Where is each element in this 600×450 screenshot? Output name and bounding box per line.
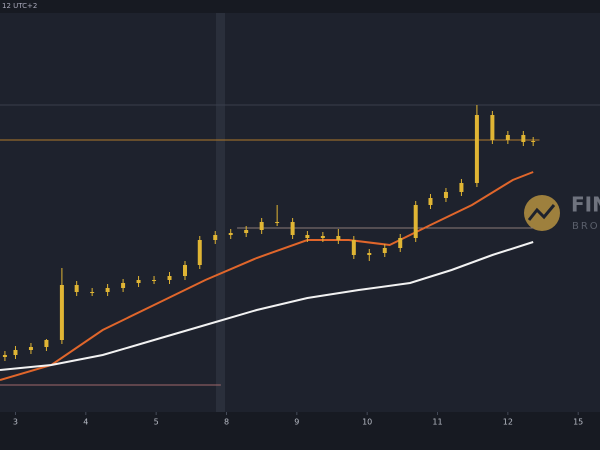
candle-body bbox=[59, 285, 64, 340]
candle-body bbox=[105, 288, 110, 292]
watermark-name: FIN bbox=[571, 193, 600, 217]
timezone: 12 UTC+2 bbox=[2, 2, 37, 10]
candle-body bbox=[121, 283, 126, 288]
candle-body bbox=[505, 135, 510, 140]
candle-body bbox=[13, 350, 18, 355]
candle-body bbox=[398, 238, 403, 248]
x-tick-label: 5 bbox=[154, 418, 159, 427]
candle-body bbox=[428, 198, 433, 205]
candle-body bbox=[197, 240, 202, 265]
candle-body bbox=[382, 248, 387, 253]
candle-body bbox=[152, 280, 157, 281]
watermark-logo-mark bbox=[527, 204, 556, 221]
x-tick-label: 10 bbox=[362, 418, 372, 427]
candle-body bbox=[28, 347, 33, 350]
candle-body bbox=[182, 265, 187, 276]
candle-body bbox=[521, 135, 526, 142]
x-tick-label: 15 bbox=[573, 418, 583, 427]
candle-body bbox=[531, 141, 536, 142]
candle-body bbox=[136, 280, 141, 283]
candle-body bbox=[474, 115, 479, 183]
candle-body bbox=[443, 192, 448, 198]
watermark: FIN BROK bbox=[524, 193, 600, 232]
candle-body bbox=[275, 222, 280, 223]
x-tick-label: 4 bbox=[83, 418, 88, 427]
candle-body bbox=[244, 230, 249, 233]
candle-body bbox=[228, 233, 233, 235]
candle-body bbox=[413, 205, 418, 238]
candle-body bbox=[305, 235, 310, 238]
session-highlight bbox=[216, 13, 225, 412]
candle-body bbox=[2, 355, 7, 357]
candle-body bbox=[336, 236, 341, 240]
candle-body bbox=[74, 285, 79, 292]
candle-body bbox=[44, 340, 49, 347]
candle-body bbox=[490, 115, 495, 140]
candle-body bbox=[351, 240, 356, 255]
x-tick-label: 9 bbox=[294, 418, 299, 427]
top-bar bbox=[0, 0, 600, 13]
candle-body bbox=[90, 292, 95, 293]
time-axis-bar bbox=[0, 412, 600, 450]
x-tick-label: 8 bbox=[224, 418, 229, 427]
candle-body bbox=[167, 276, 172, 280]
x-tick-label: 3 bbox=[13, 418, 18, 427]
candle-body bbox=[213, 235, 218, 240]
candle-body bbox=[459, 183, 464, 192]
candle-body bbox=[259, 222, 264, 230]
candle-body bbox=[290, 222, 295, 235]
candle-body bbox=[367, 253, 372, 255]
moving-average bbox=[0, 241, 534, 371]
x-tick-label: 11 bbox=[432, 418, 442, 427]
watermark-sub: BROK bbox=[572, 221, 600, 232]
candle-body bbox=[320, 236, 325, 238]
x-tick-label: 12 bbox=[503, 418, 513, 427]
